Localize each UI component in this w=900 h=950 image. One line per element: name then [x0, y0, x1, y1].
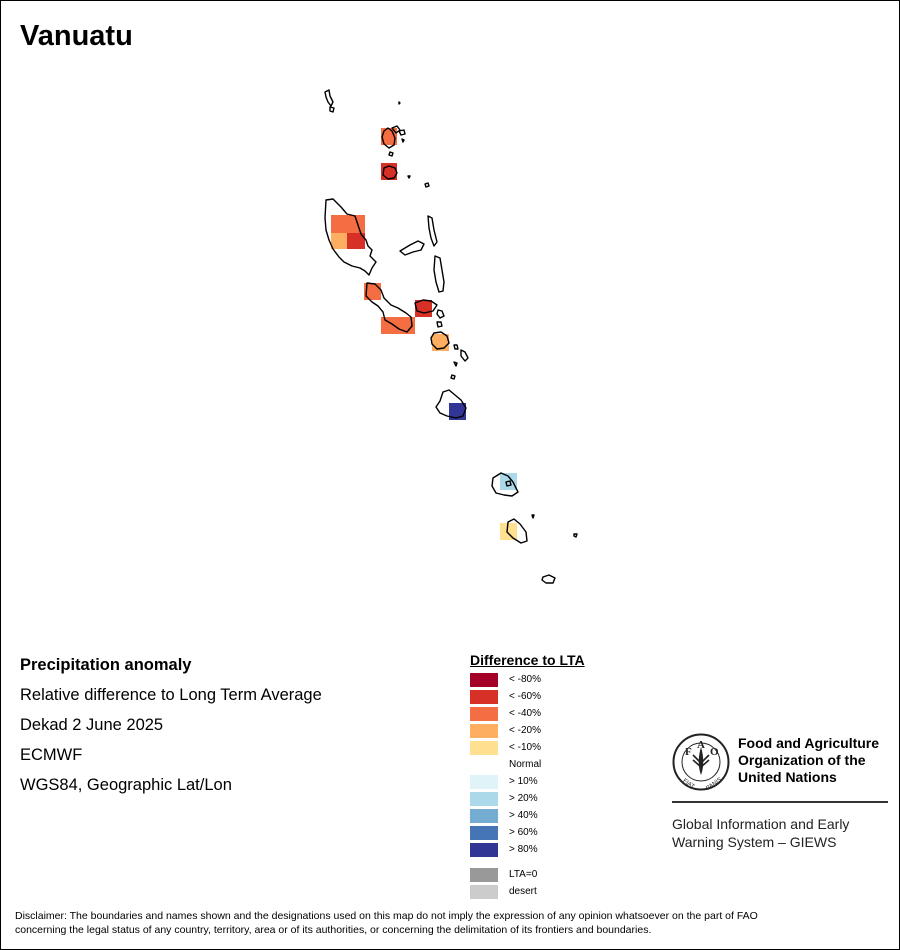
- svg-text:F: F: [685, 746, 692, 758]
- legend-swatch: [470, 792, 498, 806]
- legend-label: > 80%: [509, 844, 538, 855]
- espiritu-santo-outline: [324, 198, 377, 276]
- giews-line: Warning System – GIEWS: [672, 834, 837, 850]
- legend-swatch: [470, 809, 498, 823]
- legend-swatch: [470, 885, 498, 899]
- tanna-outline: [506, 518, 528, 544]
- svg-text:O: O: [710, 746, 719, 758]
- legend-item: > 60%: [470, 825, 585, 842]
- shepherd-islands-outline: [450, 344, 469, 380]
- anomaly-cell: [381, 317, 415, 334]
- legend-swatch: [470, 758, 498, 772]
- legend-label: > 10%: [509, 776, 538, 787]
- legend-swatch: [470, 843, 498, 857]
- legend-label: Normal: [509, 759, 542, 770]
- info-heading: Precipitation anomaly: [20, 656, 192, 674]
- info-projection: WGS84, Geographic Lat/Lon: [20, 776, 232, 794]
- giews-name: Global Information and Early Warning Sys…: [672, 815, 849, 851]
- legend-label: desert: [509, 886, 537, 897]
- ambae-outline: [399, 240, 425, 256]
- legend-swatch: [470, 775, 498, 789]
- map-title: Vanuatu: [20, 20, 133, 52]
- maewo-outline: [427, 215, 438, 247]
- legend-label: > 20%: [509, 793, 538, 804]
- legend-swatch: [470, 673, 498, 687]
- info-source: ECMWF: [20, 746, 83, 764]
- legend-label: LTA=0: [509, 869, 538, 880]
- fao-emblem-icon: F A O FIAT PANIS: [672, 733, 730, 791]
- map-canvas: [324, 89, 578, 584]
- legend-swatch: [470, 690, 498, 704]
- legend-swatch: [470, 707, 498, 721]
- island-outlines: [324, 89, 578, 584]
- giews-line: Global Information and Early: [672, 816, 850, 832]
- legend-item: < -20%: [470, 723, 585, 740]
- erromango-outline: [491, 472, 519, 497]
- pentecost-outline: [433, 255, 445, 293]
- info-subtitle: Relative difference to Long Term Average: [20, 686, 322, 704]
- svg-text:PANIS: PANIS: [705, 777, 723, 791]
- legend-item: < -10%: [470, 740, 585, 757]
- legend-label: > 60%: [509, 827, 538, 838]
- svg-text:A: A: [697, 739, 705, 751]
- paama-lopevi-outline: [436, 309, 445, 328]
- legend-swatch: [470, 724, 498, 738]
- legend-title: Difference to LTA: [470, 652, 585, 668]
- legend-item: > 10%: [470, 774, 585, 791]
- gaua-islet-outline: [382, 165, 398, 180]
- legend-label: < -10%: [509, 742, 541, 753]
- aneityum-outline: [541, 574, 556, 584]
- torres-islands-outline: [324, 89, 335, 113]
- legend-item: < -40%: [470, 706, 585, 723]
- legend-item: > 20%: [470, 791, 585, 808]
- banks-islands-outline: [381, 125, 406, 157]
- fao-name-line: United Nations: [738, 769, 837, 785]
- legend-item: < -80%: [470, 672, 585, 689]
- legend-extra: LTA=0 desert: [470, 867, 585, 901]
- small-islet-outline: [531, 514, 578, 538]
- legend-label: < -80%: [509, 674, 541, 685]
- legend-item: > 80%: [470, 842, 585, 859]
- legend-swatch: [470, 741, 498, 755]
- epi-outline: [430, 331, 450, 350]
- legend-label: < -60%: [509, 691, 541, 702]
- info-period: Dekad 2 June 2025: [20, 716, 164, 734]
- efate-outline: [435, 389, 467, 419]
- legend-item: > 40%: [470, 808, 585, 825]
- legend-label: > 40%: [509, 810, 538, 821]
- legend-items: < -80% < -60% < -40% < -20% < -10% Normal > 10…: [470, 672, 585, 859]
- disclaimer: Disclaimer: The boundaries and names sho…: [15, 909, 885, 937]
- anomaly-cell: [331, 233, 347, 249]
- map-info: Precipitation anomaly Relative differenc…: [20, 656, 322, 806]
- legend-label: < -40%: [509, 708, 541, 719]
- fao-org-name: Food and Agriculture Organization of the…: [738, 735, 879, 786]
- fao-name-line: Food and Agriculture: [738, 735, 880, 751]
- anomaly-cell: [347, 233, 365, 249]
- legend-item: desert: [470, 884, 585, 901]
- fao-divider: [672, 801, 888, 803]
- anomaly-cell: [364, 283, 381, 300]
- islet-outline: [407, 175, 430, 188]
- disclaimer-line: concerning the legal status of any count…: [15, 924, 652, 936]
- legend-label: < -20%: [509, 725, 541, 736]
- small-islet-outline: [398, 101, 401, 105]
- legend: Difference to LTA < -80% < -60% < -40% < -2…: [470, 652, 585, 901]
- legend-item: < -60%: [470, 689, 585, 706]
- legend-swatch: [470, 868, 498, 882]
- anomaly-cells: [331, 128, 517, 540]
- legend-item: LTA=0: [470, 867, 585, 884]
- fao-name-line: Organization of the: [738, 752, 866, 768]
- anomaly-cell: [500, 523, 517, 540]
- legend-swatch: [470, 826, 498, 840]
- malakula-outline: [365, 282, 413, 333]
- legend-item: Normal: [470, 757, 585, 774]
- ambrym-outline: [414, 299, 438, 314]
- disclaimer-line: Disclaimer: The boundaries and names sho…: [15, 910, 758, 922]
